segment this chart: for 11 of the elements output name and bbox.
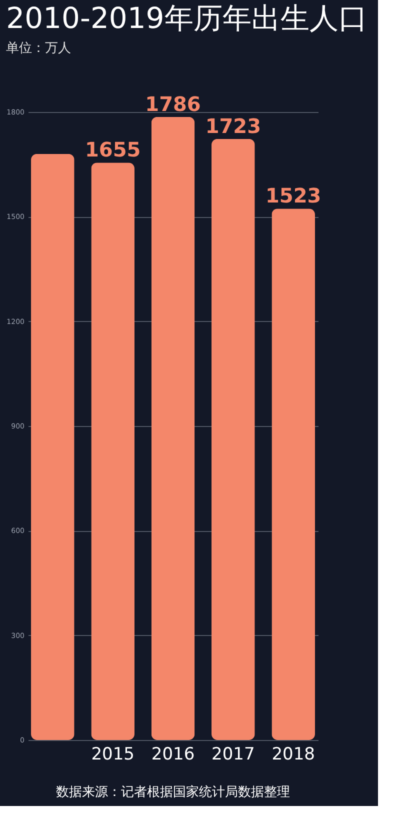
data-label: 1655	[85, 138, 141, 162]
x-tick-label: 2016	[151, 744, 195, 764]
data-label: 1786	[145, 92, 201, 116]
data-label: 1723	[205, 114, 261, 138]
source-note: 数据来源：记者根据国家统计局数据整理	[56, 784, 290, 800]
data-label: 1523	[265, 184, 322, 208]
x-tick-label: 2018	[272, 744, 315, 764]
chart-title: 2010-2019年历年出生人口	[6, 0, 368, 35]
x-tick-label: 2015	[91, 744, 134, 764]
chart-subtitle: 单位：万人	[6, 40, 72, 56]
x-tick-label: 2017	[212, 744, 255, 764]
